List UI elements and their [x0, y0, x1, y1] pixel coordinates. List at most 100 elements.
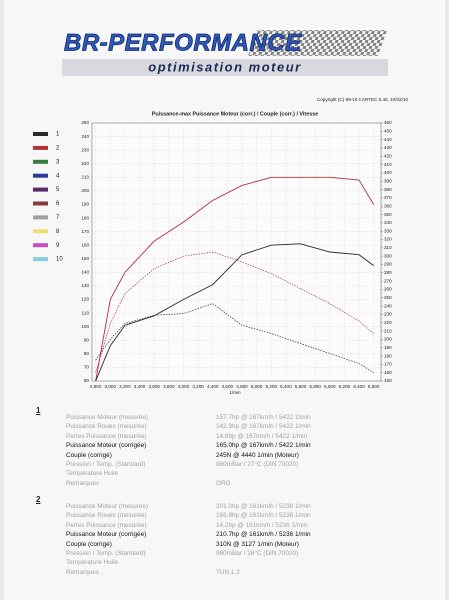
result-row: Puissance Moteur (corrigée) 210.7hp @ 161…	[66, 531, 426, 540]
result-row: Couple (corrigé) 310N @ 3127 1/min (Moteu…	[66, 541, 426, 550]
y-tick-label: 240	[81, 134, 89, 139]
y2-tick-label: 170	[384, 362, 392, 367]
result-label: Couple (corrigé)	[66, 540, 112, 548]
legend-label: 6	[56, 201, 60, 207]
x-tick-label: 3,400	[134, 384, 146, 389]
legend-label: 10	[56, 257, 63, 263]
result-value: 14.8hp @ 167km/h / 5422 1/min	[216, 432, 308, 440]
y2-tick-label: 240	[384, 303, 392, 308]
y2-tick-label: 310	[384, 245, 392, 250]
y-tick-label: 120	[81, 297, 89, 302]
result-value: 210.7hp @ 161km/h / 5236 1/min	[216, 531, 311, 539]
y-tick-label: 110	[82, 310, 90, 315]
y-tick-label: 160	[81, 242, 89, 247]
y2-tick-label: 340	[384, 220, 392, 225]
y2-tick-label: 260	[384, 287, 392, 292]
y2-tick-label: 350	[384, 212, 392, 217]
x-tick-label: 2,800	[90, 384, 102, 389]
y2-tick-label: 200	[384, 337, 392, 342]
tagline-bar	[62, 59, 388, 76]
y2-tick-label: 410	[384, 162, 392, 167]
chart-title: Puissance-max Puissance Moteur (corr.) /…	[152, 111, 318, 117]
y2-tick-label: 440	[384, 137, 392, 142]
legend-swatch	[33, 229, 48, 234]
legend-label: 5	[56, 187, 60, 193]
y-tick-label: 150	[81, 256, 89, 261]
y2-tick-label: 160	[384, 370, 392, 375]
x-tick-label: 4,400	[207, 384, 219, 389]
result-row: Puissance Moteur (corrigée) 165.0hp @ 167…	[66, 442, 426, 451]
result-label: Pression / Temp. (Standard)	[66, 550, 146, 557]
result-label: Puissance Moteur (corrigée)	[66, 531, 147, 539]
brand: BR-PERFORMANCE	[64, 29, 302, 56]
y-tick-label: 250	[81, 120, 89, 125]
legend-label: 8	[56, 229, 60, 235]
result-row: Remarques ORG	[66, 480, 426, 489]
result-row: Pertes Puissance (mesurée) 14.2hp @ 161km…	[66, 522, 426, 531]
result-value: 142.9hp @ 167km/h / 5422 1/min	[216, 423, 311, 431]
tagline: optimisation moteur	[148, 59, 301, 74]
y2-tick-label: 250	[384, 295, 392, 300]
x-tick-label: 6,200	[339, 384, 351, 389]
y-tick-label: 90	[84, 337, 90, 342]
legend-swatch	[33, 201, 48, 206]
result-row: Puissance Moteur (mesurée) 157.7hp @ 167k…	[66, 414, 426, 423]
run-number: 2	[36, 495, 41, 504]
series-line	[95, 251, 374, 373]
legend-swatch	[33, 173, 48, 178]
result-value: 157.7hp @ 167km/h / 5422 1/min	[216, 414, 311, 421]
result-row: Pression / Temp. (Standard) 980mBar / 27°…	[66, 461, 426, 470]
y-tick-label: 70	[84, 365, 90, 370]
result-label: Puissance Moteur (mesurée)	[66, 414, 149, 421]
y2-tick-label: 400	[384, 170, 392, 175]
y2-tick-label: 460	[384, 120, 392, 125]
y-tick-label: 180	[81, 215, 89, 220]
legend-swatch	[33, 243, 48, 248]
series-line	[95, 303, 374, 373]
legend-label: 9	[56, 243, 60, 249]
y2-tick-label: 210	[384, 328, 392, 333]
series-line	[95, 243, 374, 382]
x-axis-label: 1/min	[229, 390, 241, 395]
y2-tick-label: 360	[384, 203, 392, 208]
y-tick-label: 80	[84, 351, 90, 356]
legend-label: 4	[56, 173, 60, 179]
legend-label: 1	[56, 132, 60, 138]
result-value: 186.8hp @ 161km/h / 5236 1/min	[216, 512, 311, 520]
legend-swatch	[33, 159, 48, 164]
y2-tick-label: 190	[384, 345, 392, 350]
legend-label: 2	[56, 145, 60, 151]
result-value: ORG	[216, 479, 231, 487]
x-tick-label: 4,800	[236, 384, 248, 389]
result-row: Puissance Roues (mesurée) 142.9hp @ 167km…	[66, 423, 426, 432]
result-row: Puissance Roues (mesurée) 186.8hp @ 161km…	[66, 512, 426, 521]
chart-note: Copyright (C) 99-10 CARTEC 5.40, 10/02/1…	[317, 97, 409, 102]
x-tick-label: 3,600	[148, 384, 160, 389]
y-tick-label: 60	[84, 378, 90, 383]
x-tick-label: 5,400	[280, 384, 292, 389]
checkered-flag	[247, 30, 388, 56]
chart: Copyright (C) 99-10 CARTEC 5.40, 10/02/1…	[33, 97, 409, 395]
run-number: 1	[36, 406, 41, 415]
x-tick-label: 6,000	[324, 384, 336, 389]
y2-tick-label: 270	[384, 278, 392, 283]
result-label: Couple (corrigé)	[66, 451, 112, 459]
result-row: Pertes Puissance (mesurée) 14.8hp @ 167km…	[66, 433, 426, 442]
x-tick-label: 3,800	[163, 384, 175, 389]
result-label: Température Huile	[66, 470, 119, 478]
legend-label: 3	[56, 159, 60, 165]
x-tick-label: 6,600	[368, 384, 380, 389]
y2-tick-label: 150	[384, 378, 392, 383]
result-value: 245N @ 4440 1/min (Moteur)	[216, 451, 299, 459]
y-tick-label: 220	[81, 161, 89, 166]
legend-swatch	[33, 215, 48, 220]
y-tick-label: 130	[81, 283, 89, 288]
y-tick-label: 170	[81, 229, 89, 234]
result-label: Puissance Roues (mesurée)	[66, 512, 147, 520]
y2-tick-label: 430	[384, 145, 392, 150]
result-row: Pression / Temp. (Standard) 960mBar / 28°…	[66, 550, 426, 559]
result-value: TUN 1.2	[216, 568, 240, 576]
y2-tick-label: 220	[384, 320, 392, 325]
legend-swatch	[33, 132, 48, 136]
